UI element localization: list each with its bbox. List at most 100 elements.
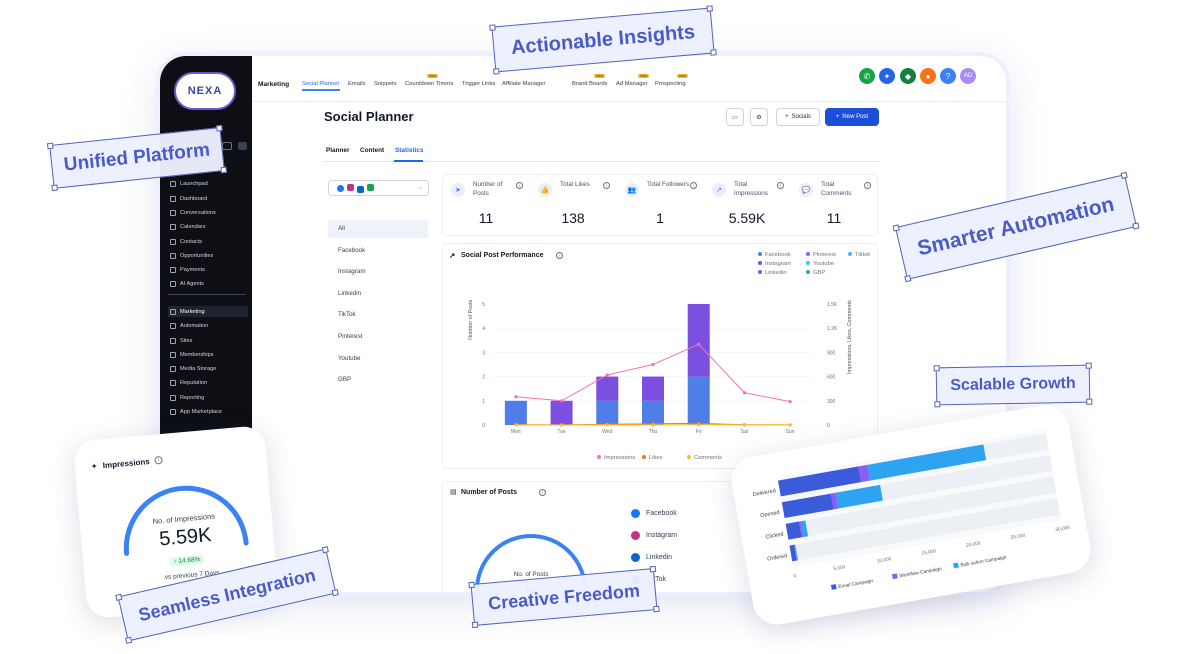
sidebar-item-sites[interactable]: Sites bbox=[168, 335, 248, 346]
topnav-social-planner[interactable]: Social Planner bbox=[302, 81, 340, 87]
bar-instagram-tue[interactable] bbox=[550, 400, 573, 425]
platform-filter-youtube[interactable]: Youtube bbox=[338, 354, 361, 362]
platform-filter-all[interactable]: All bbox=[328, 220, 428, 238]
bar-facebook-fri[interactable] bbox=[687, 376, 710, 425]
sidebar-item-launchpad[interactable]: Launchpad bbox=[168, 178, 248, 189]
bar-facebook-thu[interactable] bbox=[642, 400, 664, 425]
legend-impressions[interactable]: Impressions bbox=[597, 455, 635, 461]
topnav-snippets[interactable]: Snippets bbox=[374, 81, 397, 87]
legend-likes[interactable]: Likes bbox=[642, 455, 663, 461]
announcement-icon[interactable]: ◆ bbox=[900, 68, 916, 84]
point-impressions[interactable] bbox=[605, 373, 609, 377]
brand-logo[interactable]: NEXA bbox=[174, 72, 236, 110]
sidebar-item-reputation[interactable]: Reputation bbox=[168, 377, 248, 388]
point-impressions[interactable] bbox=[559, 399, 564, 403]
topnav-affiliate-manager[interactable]: Affiliate Manager bbox=[502, 81, 546, 87]
phone-icon[interactable]: ✆ bbox=[859, 68, 875, 84]
bell-icon[interactable]: ● bbox=[920, 68, 936, 84]
legend-comments[interactable]: Comments bbox=[687, 455, 722, 461]
point-impressions[interactable] bbox=[514, 395, 518, 399]
sidebar-item-ai-agents[interactable]: AI Agents bbox=[168, 278, 248, 289]
feedback-button[interactable]: ▭ bbox=[726, 108, 744, 126]
legend-youtube[interactable]: Youtube bbox=[806, 261, 834, 267]
point-impressions[interactable] bbox=[697, 342, 701, 346]
sidebar-item-payments[interactable]: Payments bbox=[168, 264, 248, 275]
funnel-bar-email-campaign-clicked[interactable] bbox=[785, 521, 802, 540]
bar-instagram-thu[interactable] bbox=[642, 376, 664, 401]
funnel-bar-bulk-action-campaign-clicked[interactable] bbox=[800, 520, 809, 537]
info-icon[interactable]: i bbox=[516, 182, 523, 189]
legend-pinterest[interactable]: Pinterest bbox=[806, 252, 836, 258]
info-icon[interactable]: i bbox=[539, 489, 546, 496]
platform-filter-facebook[interactable]: Facebook bbox=[338, 246, 366, 254]
topnav-prospecting[interactable]: Prospecting bbox=[655, 81, 686, 87]
bar-instagram-fri[interactable] bbox=[687, 304, 710, 377]
point-impressions[interactable] bbox=[788, 400, 792, 404]
funnel-bar-bulk-action-campaign-delivered[interactable] bbox=[867, 444, 987, 481]
point-comments[interactable] bbox=[697, 423, 701, 427]
funnel-bar-bulk-action-campaign-opened[interactable] bbox=[835, 484, 883, 509]
funnel-legend-label[interactable]: Workflow Campaign bbox=[899, 566, 943, 579]
settings-button[interactable]: ⚙ bbox=[750, 108, 768, 126]
funnel-legend-label[interactable]: Bulk action Campaign bbox=[960, 555, 1007, 569]
sidebar-item-calendars[interactable]: Calendars bbox=[168, 221, 248, 232]
sidebar-item-dashboard[interactable]: Dashboard bbox=[168, 193, 248, 204]
funnel-bar-email-campaign-opened[interactable] bbox=[781, 493, 834, 518]
sidebar-item-conversations[interactable]: Conversations bbox=[168, 207, 248, 218]
bar-facebook-wed[interactable] bbox=[596, 400, 619, 425]
info-icon[interactable]: i bbox=[777, 182, 784, 189]
info-icon[interactable]: i bbox=[690, 182, 697, 189]
funnel-bar-workflow-campaign-opened[interactable] bbox=[830, 492, 839, 510]
sidebar-item-memberships[interactable]: Memberships bbox=[168, 349, 248, 360]
collapse-icon[interactable] bbox=[222, 142, 232, 150]
legend-linkedin[interactable]: Linkedin bbox=[758, 270, 787, 276]
tab-content[interactable]: Content bbox=[360, 147, 385, 154]
legend-facebook[interactable]: Facebook bbox=[758, 252, 790, 258]
point-comments[interactable] bbox=[605, 423, 609, 427]
point-comments[interactable] bbox=[742, 423, 747, 427]
sidebar-item-app-marketplace[interactable]: App Marketplace bbox=[168, 406, 248, 417]
funnel-bar-email-campaign-delivered[interactable] bbox=[778, 466, 862, 497]
point-comments[interactable] bbox=[788, 423, 792, 427]
legend-instagram[interactable]: Instagram bbox=[758, 261, 791, 267]
topnav-emails[interactable]: Emails bbox=[348, 81, 366, 87]
point-impressions[interactable] bbox=[742, 391, 747, 395]
bar-instagram-wed[interactable] bbox=[596, 376, 619, 401]
legend-gbp[interactable]: GBP bbox=[806, 270, 825, 276]
tab-planner[interactable]: Planner bbox=[326, 147, 350, 154]
sidebar-item-contacts[interactable]: Contacts bbox=[168, 236, 248, 247]
sidebar-item-marketing[interactable]: Marketing bbox=[168, 306, 248, 317]
point-comments[interactable] bbox=[651, 423, 655, 427]
sidebar-item-media-storage[interactable]: Media Storage bbox=[168, 363, 248, 374]
topnav-ad-manager[interactable]: Ad Manager bbox=[616, 81, 648, 87]
sidebar-item-reporting[interactable]: Reporting bbox=[168, 392, 248, 403]
funnel-bar-workflow-campaign-ordered[interactable] bbox=[793, 544, 798, 561]
funnel-legend-label[interactable]: Email Campaign bbox=[838, 578, 874, 590]
funnel-bar-workflow-campaign-delivered[interactable] bbox=[858, 464, 871, 483]
help-icon[interactable]: ? bbox=[940, 68, 956, 84]
megaphone-icon[interactable]: ✦ bbox=[879, 68, 895, 84]
user-avatar[interactable]: AD bbox=[960, 68, 976, 84]
point-comments[interactable] bbox=[514, 423, 518, 427]
sidebar-item-opportunities[interactable]: Opportunities bbox=[168, 250, 248, 261]
platform-filter-gbp[interactable]: GBP bbox=[338, 376, 352, 384]
topnav-brand-boards[interactable]: Brand Boards bbox=[572, 81, 608, 87]
topnav-trigger-links[interactable]: Trigger Links bbox=[462, 81, 496, 87]
point-impressions[interactable] bbox=[651, 362, 655, 367]
platform-filter-instagram[interactable]: Instagram bbox=[338, 268, 366, 276]
platform-filter-pinterest[interactable]: Pinterest bbox=[338, 333, 363, 340]
legend-tiktok[interactable]: Tiktok bbox=[848, 252, 870, 258]
platform-filter-linkedin[interactable]: Linkedin bbox=[338, 289, 362, 297]
funnel-bar-email-campaign-ordered[interactable] bbox=[789, 544, 797, 562]
bar-facebook-mon[interactable] bbox=[504, 400, 527, 425]
new-post-button[interactable]: + New Post bbox=[825, 108, 879, 126]
funnel-bar-bulk-action-campaign-ordered[interactable] bbox=[794, 544, 799, 561]
platform-filter-tiktok[interactable]: TikTok bbox=[338, 311, 356, 319]
settings-icon[interactable] bbox=[238, 142, 247, 150]
funnel-bar-workflow-campaign-clicked[interactable] bbox=[799, 521, 804, 538]
info-icon[interactable]: i bbox=[603, 182, 610, 189]
topnav-countdown-timers[interactable]: Countdown Timers bbox=[405, 81, 454, 87]
tab-statistics[interactable]: Statistics bbox=[395, 147, 424, 154]
point-comments[interactable] bbox=[559, 423, 564, 427]
info-icon[interactable]: i bbox=[864, 182, 871, 189]
